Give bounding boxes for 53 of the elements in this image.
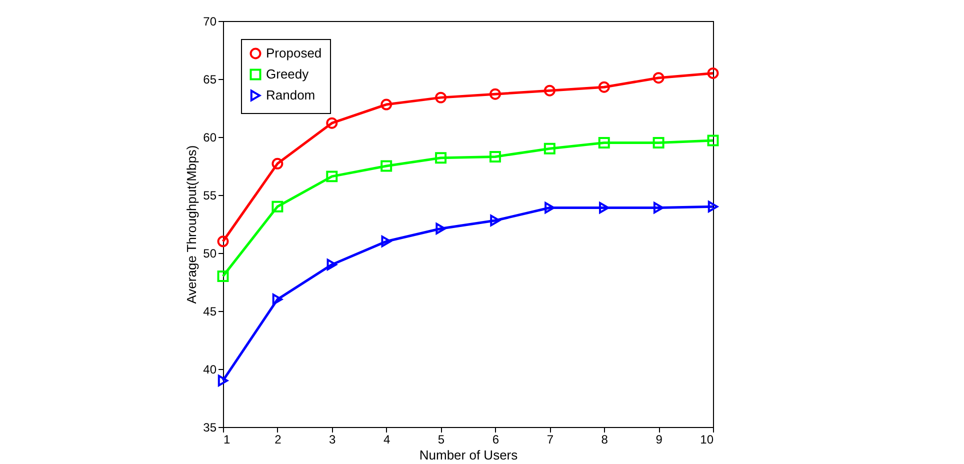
y-axis-title: Average Throughput(Mbps) [184, 145, 200, 304]
y-tick-label: 50 [203, 246, 217, 260]
point [598, 81, 610, 93]
x-tick-label: 10 [700, 432, 714, 446]
point [326, 117, 338, 129]
point [272, 294, 283, 306]
point [326, 258, 337, 270]
point [435, 92, 447, 104]
y-tick-label: 65 [203, 72, 217, 86]
y-tick-label: 55 [203, 188, 217, 202]
x-tick-label: 4 [383, 432, 390, 446]
point [436, 222, 446, 234]
point [652, 72, 664, 84]
point [435, 152, 447, 164]
point [544, 84, 556, 96]
point [272, 200, 284, 212]
point [217, 236, 229, 248]
point [489, 150, 501, 162]
legend-label: Proposed [266, 46, 322, 60]
x-tick-label: 9 [656, 432, 663, 446]
y-tick-label: 35 [203, 420, 217, 434]
point [380, 98, 392, 110]
point [218, 374, 228, 386]
x-axis-title: Number of Users [419, 448, 518, 462]
legend-label: Random [266, 88, 316, 102]
legend-label: Greedy [266, 66, 310, 82]
point [490, 214, 500, 226]
point [544, 142, 556, 154]
x-tick-label: 7 [546, 432, 554, 446]
point [544, 202, 555, 214]
point [380, 160, 392, 172]
y-tick-label: 45 [203, 304, 217, 318]
point [489, 88, 501, 100]
y-tick-label: 70 [203, 14, 217, 28]
point [707, 67, 719, 79]
x-tick-label: 3 [329, 432, 336, 446]
point [272, 158, 284, 170]
point [217, 270, 229, 282]
point [652, 137, 664, 149]
point [599, 202, 610, 214]
x-tick-label: 2 [274, 432, 282, 446]
point [598, 137, 610, 149]
y-tick-label: 40 [203, 362, 217, 376]
x-tick-label: 8 [601, 432, 608, 446]
point [381, 236, 392, 248]
point [326, 170, 338, 182]
x-tick-label: 1 [224, 432, 230, 446]
y-tick-label: 60 [203, 130, 217, 144]
point [707, 134, 719, 146]
x-tick-label: 6 [492, 432, 500, 446]
x-tick-label: 5 [438, 432, 445, 446]
point [653, 202, 664, 214]
point [708, 200, 718, 212]
